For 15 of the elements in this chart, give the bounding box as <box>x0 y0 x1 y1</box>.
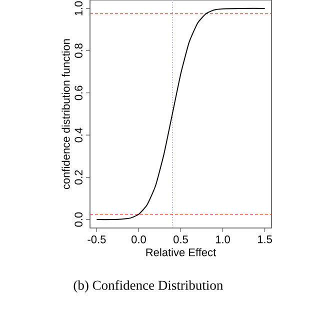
x-tick-label: 0.5 <box>174 236 188 244</box>
x-tick-label: -0.5 <box>88 236 106 244</box>
y-tick-label: 0.8 <box>74 44 82 58</box>
text: (b) Confidence Distribution <box>74 280 223 293</box>
x-tick-label: 0.0 <box>132 236 146 244</box>
y-tick-label: 0.6 <box>74 86 82 100</box>
line-series <box>96 8 266 220</box>
y-tick-label: 0.2 <box>74 170 82 185</box>
y-tick-label: 0.4 <box>74 128 82 142</box>
y-tick-label: 1.0 <box>74 1 82 16</box>
x-tick-label: 1.5 <box>258 236 272 244</box>
y-tick-label: 0.0 <box>74 212 82 227</box>
y-axis-title: confidence distribution function <box>62 39 70 190</box>
x-tick-label: 1.0 <box>216 236 230 244</box>
x-axis-title: Relative Effect <box>146 248 216 256</box>
